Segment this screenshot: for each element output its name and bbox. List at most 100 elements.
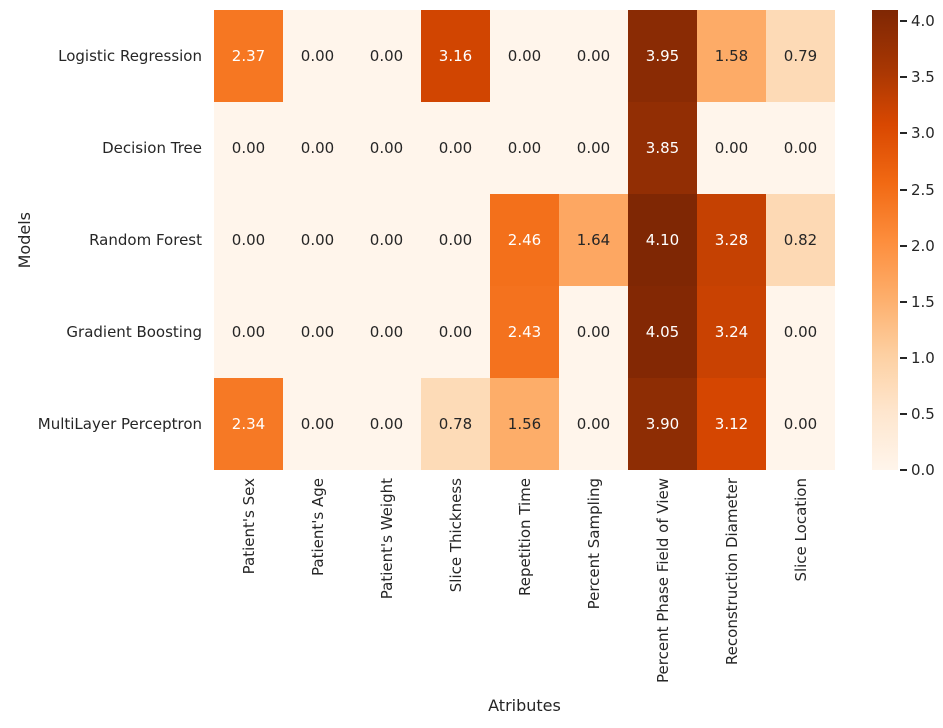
colorbar-gradient <box>872 10 898 470</box>
cell-value: 0.00 <box>231 138 266 157</box>
x-tick-label-text: Reconstruction Diameter <box>722 478 741 666</box>
x-tick-label-text: Percent Sampling <box>584 478 603 610</box>
cell-value: 0.00 <box>369 46 404 65</box>
y-axis-title-wrap: Models <box>12 10 36 470</box>
heatmap-cell: 0.00 <box>559 378 628 470</box>
heatmap-cell: 0.79 <box>766 10 835 102</box>
colorbar-tick <box>900 356 907 359</box>
heatmap-cell: 0.00 <box>559 102 628 194</box>
colorbar-tick-label: 2.5 <box>911 180 935 199</box>
x-tick-label: Slice Thickness <box>445 478 467 592</box>
cell-value: 3.24 <box>714 322 749 341</box>
heatmap-cell: 3.16 <box>421 10 490 102</box>
cell-value: 3.28 <box>714 230 749 249</box>
heatmap-cell: 0.00 <box>214 286 283 378</box>
cell-value: 3.95 <box>645 46 680 65</box>
cell-value: 1.58 <box>714 46 749 65</box>
heatmap-cell: 0.00 <box>283 194 352 286</box>
heatmap-cell: 4.05 <box>628 286 697 378</box>
heatmap-cell: 4.10 <box>628 194 697 286</box>
y-tick-label: MultiLayer Perceptron <box>37 415 202 433</box>
heatmap-cell: 2.34 <box>214 378 283 470</box>
x-tick-label-text: Patient's Age <box>308 478 327 576</box>
cell-value: 3.16 <box>438 46 473 65</box>
colorbar-tick-label: 1.5 <box>911 292 935 311</box>
x-tick-label-text: Slice Location <box>791 478 810 582</box>
heatmap-cell: 3.12 <box>697 378 766 470</box>
heatmap-cell: 0.00 <box>559 286 628 378</box>
cell-value: 0.00 <box>231 230 266 249</box>
cell-value: 0.00 <box>783 138 818 157</box>
y-tick-label: Decision Tree <box>102 139 202 157</box>
heatmap-cell: 0.00 <box>421 102 490 194</box>
colorbar-tick <box>900 20 907 23</box>
x-axis-title: Atributes <box>488 696 561 715</box>
y-tick-label: Logistic Regression <box>58 47 202 65</box>
x-tick-label: Repetition Time <box>514 478 536 596</box>
heatmap-cell: 3.85 <box>628 102 697 194</box>
cell-value: 0.00 <box>576 322 611 341</box>
heatmap-cell: 3.28 <box>697 194 766 286</box>
heatmap-cell: 2.37 <box>214 10 283 102</box>
cell-value: 0.00 <box>438 138 473 157</box>
cell-value: 0.00 <box>300 322 335 341</box>
heatmap-cell: 0.00 <box>283 102 352 194</box>
colorbar-tick-label: 2.0 <box>911 236 935 255</box>
heatmap-grid: 2.37 0.00 0.00 3.16 0.00 0.00 3.95 1.58 0.79 0.00… <box>214 10 835 470</box>
cell-value: 0.00 <box>369 138 404 157</box>
cell-value: 0.00 <box>783 414 818 433</box>
heatmap-cell: 0.00 <box>352 194 421 286</box>
heatmap-cell: 0.00 <box>766 102 835 194</box>
y-axis-title: Models <box>14 211 34 269</box>
cell-value: 4.10 <box>645 230 680 249</box>
heatmap-cell: 0.00 <box>421 286 490 378</box>
cell-value: 0.00 <box>369 414 404 433</box>
colorbar-tick <box>900 244 907 247</box>
x-tick-label-text: Patient's Weight <box>377 478 396 600</box>
cell-value: 0.00 <box>714 138 749 157</box>
cell-value: 0.00 <box>300 138 335 157</box>
cell-value: 0.00 <box>576 138 611 157</box>
cell-value: 0.78 <box>438 414 473 433</box>
colorbar-tick <box>900 412 907 415</box>
cell-value: 0.00 <box>438 230 473 249</box>
colorbar-tick <box>900 469 907 471</box>
cell-value: 0.00 <box>369 322 404 341</box>
cell-value: 3.12 <box>714 414 749 433</box>
cell-value: 0.00 <box>369 230 404 249</box>
x-tick-label-text: Patient's Sex <box>239 478 258 575</box>
colorbar-tick-label: 0.0 <box>911 461 935 479</box>
cell-value: 0.00 <box>783 322 818 341</box>
heatmap-cell: 0.00 <box>490 102 559 194</box>
cell-value: 0.00 <box>576 46 611 65</box>
heatmap-cell: 0.00 <box>697 102 766 194</box>
colorbar-tick-label: 3.0 <box>911 124 935 143</box>
cell-value: 0.00 <box>507 138 542 157</box>
cell-value: 1.64 <box>576 230 611 249</box>
heatmap-cell: 0.00 <box>352 10 421 102</box>
heatmap-cell: 0.00 <box>214 102 283 194</box>
heatmap-cell: 0.00 <box>352 102 421 194</box>
heatmap-cell: 0.00 <box>766 286 835 378</box>
heatmap-cell: 0.00 <box>766 378 835 470</box>
cell-value: 2.37 <box>231 46 266 65</box>
heatmap-cell: 0.00 <box>352 378 421 470</box>
x-tick-label: Slice Location <box>790 478 812 582</box>
heatmap-cell: 1.64 <box>559 194 628 286</box>
cell-value: 0.00 <box>507 46 542 65</box>
colorbar-tick-label: 1.0 <box>911 348 935 367</box>
heatmap-cell: 2.43 <box>490 286 559 378</box>
colorbar-tick <box>900 188 907 191</box>
cell-value: 2.34 <box>231 414 266 433</box>
heatmap-cell: 0.00 <box>214 194 283 286</box>
colorbar-tick-label: 0.5 <box>911 404 935 423</box>
cell-value: 4.05 <box>645 322 680 341</box>
y-tick-label: Gradient Boosting <box>66 323 202 341</box>
cell-value: 0.79 <box>783 46 818 65</box>
x-tick-label: Patient's Age <box>307 478 329 576</box>
y-tick-label: Random Forest <box>89 231 202 249</box>
colorbar-tick <box>900 76 907 79</box>
x-tick-label-text: Repetition Time <box>515 478 534 596</box>
x-tick-label: Patient's Weight <box>376 478 398 599</box>
